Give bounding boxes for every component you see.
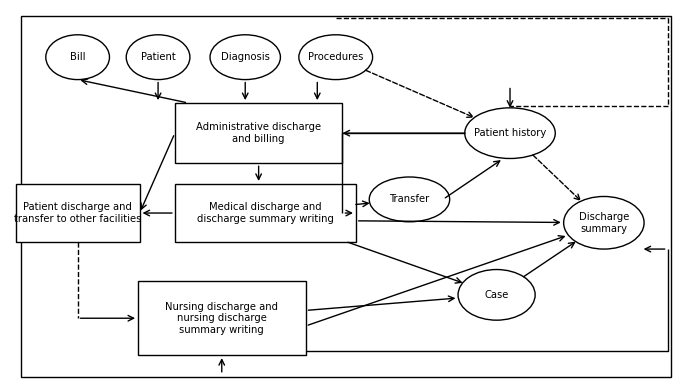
Ellipse shape [458,269,535,320]
Ellipse shape [210,35,280,80]
Text: Discharge
summary: Discharge summary [579,212,629,233]
Text: Administrative discharge
and billing: Administrative discharge and billing [196,122,321,144]
Ellipse shape [464,108,556,158]
Text: Nursing discharge and
nursing discharge
summary writing: Nursing discharge and nursing discharge … [165,301,278,335]
Ellipse shape [564,196,644,249]
Ellipse shape [126,35,190,80]
Text: Patient discharge and
transfer to other facilities: Patient discharge and transfer to other … [14,202,141,224]
Text: Medical discharge and
discharge summary writing: Medical discharge and discharge summary … [197,202,334,224]
Text: Case: Case [484,290,509,300]
FancyBboxPatch shape [138,281,306,355]
Text: Patient: Patient [140,52,175,62]
Text: Bill: Bill [70,52,86,62]
Text: Patient history: Patient history [474,128,546,138]
Ellipse shape [299,35,373,80]
FancyBboxPatch shape [16,184,140,242]
Text: Transfer: Transfer [389,194,429,204]
Text: Procedures: Procedures [308,52,364,62]
Ellipse shape [46,35,110,80]
FancyBboxPatch shape [175,103,342,163]
Ellipse shape [369,177,449,222]
Text: Diagnosis: Diagnosis [221,52,270,62]
FancyBboxPatch shape [175,184,356,242]
